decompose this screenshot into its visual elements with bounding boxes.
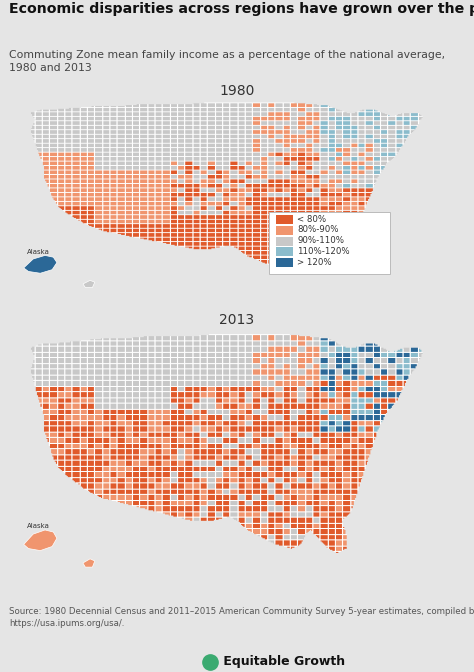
- Polygon shape: [24, 255, 57, 274]
- Text: > 120%: > 120%: [298, 257, 332, 267]
- Polygon shape: [24, 530, 57, 550]
- Text: 110%-120%: 110%-120%: [298, 247, 350, 256]
- Text: 2013: 2013: [219, 313, 255, 327]
- Polygon shape: [83, 559, 95, 567]
- Text: 90%-110%: 90%-110%: [298, 236, 345, 245]
- Text: Commuting Zone mean family income as a percentage of the national average,
1980 : Commuting Zone mean family income as a p…: [9, 50, 446, 73]
- Bar: [276, 226, 292, 235]
- Bar: [276, 258, 292, 267]
- Text: 1980: 1980: [219, 84, 255, 98]
- Text: Source: 1980 Decennial Census and 2011–2015 American Community Survey 5-year est: Source: 1980 Decennial Census and 2011–2…: [9, 607, 474, 628]
- Text: < 80%: < 80%: [298, 215, 327, 224]
- Bar: [276, 215, 292, 224]
- Text: 80%-90%: 80%-90%: [298, 226, 339, 235]
- Text: Alaska: Alaska: [27, 523, 49, 529]
- Bar: [276, 237, 292, 245]
- Text: Equitable Growth: Equitable Growth: [219, 655, 345, 668]
- Text: ~: ~: [206, 657, 213, 666]
- Bar: [276, 247, 292, 256]
- Text: Alaska: Alaska: [27, 249, 49, 255]
- Polygon shape: [83, 280, 95, 288]
- Text: Economic disparities across regions have grown over the past 40 years: Economic disparities across regions have…: [9, 2, 474, 16]
- FancyBboxPatch shape: [269, 212, 390, 274]
